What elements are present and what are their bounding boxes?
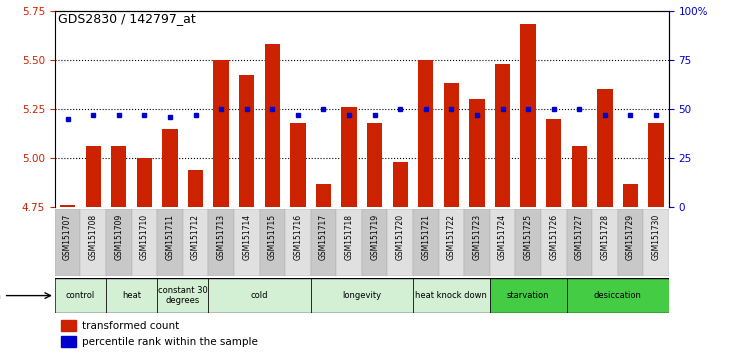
Bar	[106, 278, 157, 313]
Text: GSM151711: GSM151711	[165, 214, 175, 260]
Text: GSM151718: GSM151718	[344, 214, 354, 260]
Bar	[234, 209, 260, 276]
Bar	[60, 205, 75, 207]
Bar	[208, 278, 311, 313]
Text: GSM151723: GSM151723	[472, 214, 482, 260]
Bar	[311, 209, 336, 276]
Bar	[541, 209, 567, 276]
Text: GDS2830 / 142797_at: GDS2830 / 142797_at	[58, 12, 196, 25]
Text: longevity: longevity	[342, 291, 382, 300]
Text: GSM151729: GSM151729	[626, 214, 635, 260]
Text: desiccation: desiccation	[594, 291, 642, 300]
Bar	[520, 24, 536, 207]
Bar	[567, 209, 592, 276]
Bar	[367, 122, 382, 207]
Bar	[311, 278, 413, 313]
Bar	[572, 146, 587, 207]
Bar	[387, 209, 413, 276]
Bar	[439, 209, 464, 276]
Bar	[260, 209, 285, 276]
Bar	[643, 209, 669, 276]
Text: GSM151708: GSM151708	[88, 214, 98, 260]
Bar	[61, 320, 76, 331]
Bar	[265, 44, 280, 207]
Text: strain: strain	[0, 291, 1, 301]
Text: GSM151730: GSM151730	[651, 214, 661, 261]
Bar	[55, 209, 80, 276]
Bar	[444, 83, 459, 207]
Bar	[393, 162, 408, 207]
Bar	[86, 146, 101, 207]
Bar	[213, 60, 229, 207]
Text: GDS2830 / 142797_at: GDS2830 / 142797_at	[55, 0, 192, 5]
Bar	[55, 278, 106, 313]
Text: constant 30
degrees: constant 30 degrees	[158, 286, 208, 305]
Bar	[132, 209, 157, 276]
Text: GSM151710: GSM151710	[140, 214, 149, 260]
Text: control: control	[66, 291, 95, 300]
Bar	[137, 158, 152, 207]
Bar	[183, 209, 208, 276]
Bar	[80, 209, 106, 276]
Text: GSM151712: GSM151712	[191, 214, 200, 260]
Text: GSM151713: GSM151713	[216, 214, 226, 260]
Text: GSM151721: GSM151721	[421, 214, 431, 260]
Text: heat knock down: heat knock down	[415, 291, 488, 300]
Text: GSM151719: GSM151719	[370, 214, 379, 260]
Text: GSM151714: GSM151714	[242, 214, 251, 260]
Bar	[336, 209, 362, 276]
Text: starvation: starvation	[507, 291, 550, 300]
Text: GSM151720: GSM151720	[395, 214, 405, 260]
Bar	[316, 183, 331, 207]
Bar	[592, 209, 618, 276]
Bar	[618, 209, 643, 276]
Bar	[106, 209, 132, 276]
Text: cold: cold	[251, 291, 268, 300]
Bar	[469, 99, 485, 207]
Bar	[61, 336, 76, 347]
Text: GSM151722: GSM151722	[447, 214, 456, 260]
Text: GSM151727: GSM151727	[575, 214, 584, 260]
Text: GSM151728: GSM151728	[600, 214, 610, 260]
Bar	[413, 209, 439, 276]
Bar	[597, 89, 613, 207]
Text: transformed count: transformed count	[83, 321, 180, 331]
Bar	[413, 278, 490, 313]
Bar	[623, 183, 638, 207]
Bar	[464, 209, 490, 276]
Text: GSM151709: GSM151709	[114, 214, 124, 261]
Text: GSM151716: GSM151716	[293, 214, 303, 260]
Bar	[285, 209, 311, 276]
Bar	[208, 209, 234, 276]
Bar	[162, 129, 178, 207]
Bar	[567, 278, 669, 313]
Bar	[341, 107, 357, 207]
Bar	[188, 170, 203, 207]
Bar	[546, 119, 561, 207]
Bar	[515, 209, 541, 276]
Text: GSM151717: GSM151717	[319, 214, 328, 260]
Bar	[362, 209, 387, 276]
Bar	[239, 75, 254, 207]
Bar	[157, 209, 183, 276]
Bar	[111, 146, 126, 207]
Bar	[290, 122, 306, 207]
Text: GSM151726: GSM151726	[549, 214, 558, 260]
Bar	[490, 209, 515, 276]
Bar	[490, 278, 567, 313]
Text: GSM151725: GSM151725	[523, 214, 533, 260]
Text: GSM151715: GSM151715	[268, 214, 277, 260]
Text: GSM151724: GSM151724	[498, 214, 507, 260]
Text: percentile rank within the sample: percentile rank within the sample	[83, 337, 258, 347]
Bar	[418, 60, 433, 207]
Text: heat: heat	[122, 291, 141, 300]
Bar	[648, 122, 664, 207]
Text: GSM151707: GSM151707	[63, 214, 72, 261]
Bar	[495, 64, 510, 207]
Bar	[157, 278, 208, 313]
